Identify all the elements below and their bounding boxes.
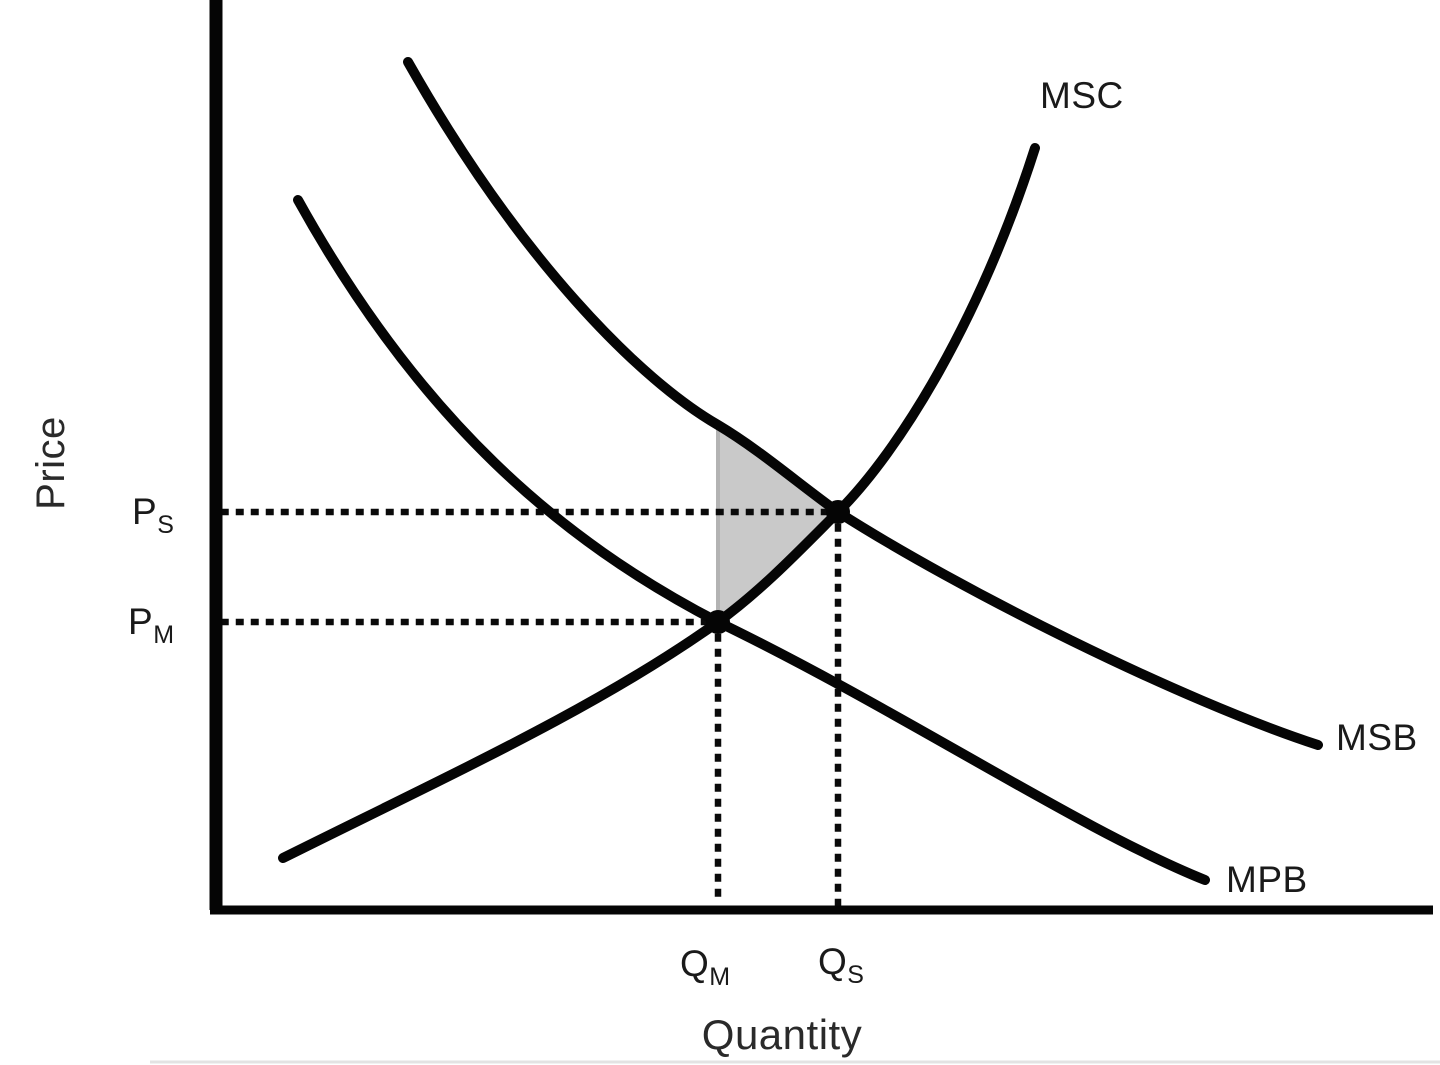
quantity-tick-qm: QM <box>680 943 731 992</box>
social-optimum-point <box>826 500 850 524</box>
quantity-tick-qs-base: Q <box>818 941 848 982</box>
curve-msb <box>403 57 1323 750</box>
price-tick-pm-base: P <box>128 601 154 642</box>
curve-label-msc: MSC <box>1040 75 1124 116</box>
curve-msc <box>278 143 1040 863</box>
price-tick-pm-sub: M <box>153 621 175 649</box>
price-tick-ps: PS <box>132 491 174 540</box>
price-tick-ps-sub: S <box>157 511 174 539</box>
quantity-tick-qs-sub: S <box>847 961 864 989</box>
quantity-tick-qm-base: Q <box>680 943 710 984</box>
quantity-tick-qm-sub: M <box>709 963 731 991</box>
curve-label-mpb: MPB <box>1226 859 1308 900</box>
price-tick-pm: PM <box>128 601 175 650</box>
quantity-tick-qs: QS <box>818 941 864 990</box>
shaded-region <box>718 425 838 622</box>
market-equilibrium-point <box>706 610 730 634</box>
curve-label-msb: MSB <box>1336 717 1418 758</box>
x-axis-title: Quantity <box>701 1011 863 1058</box>
y-axis-title: Price <box>29 416 73 510</box>
price-tick-ps-base: P <box>132 491 158 532</box>
